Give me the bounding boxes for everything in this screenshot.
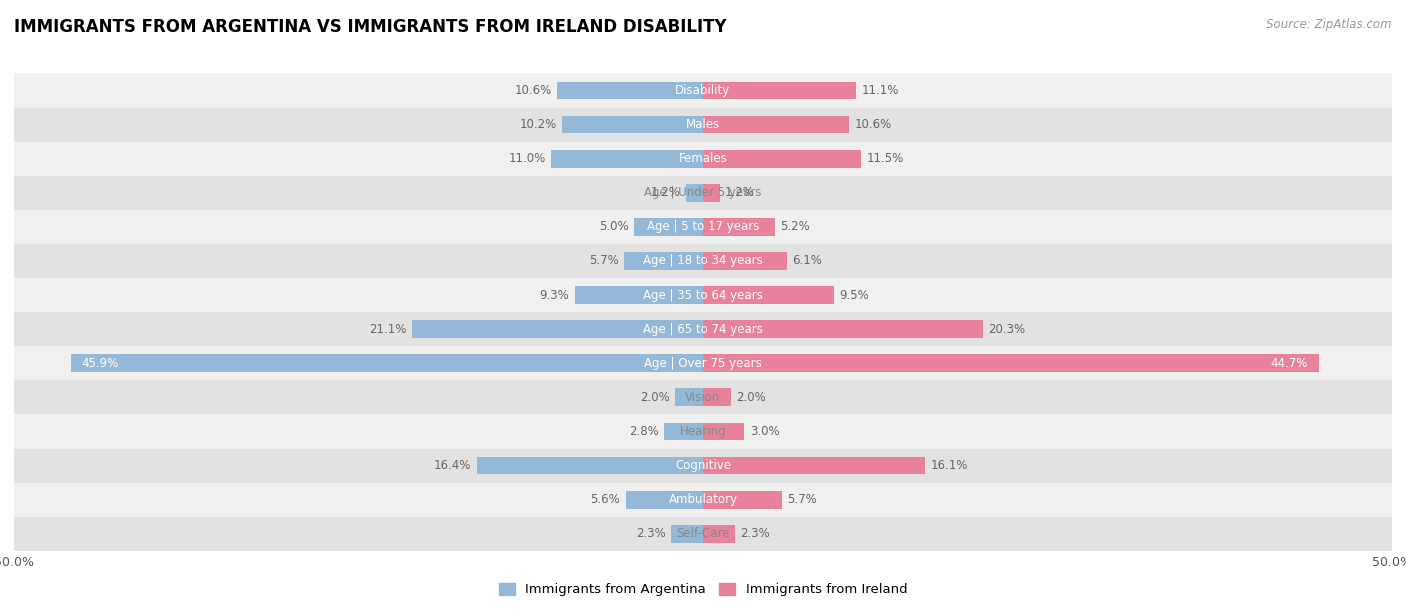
Bar — [686, 184, 703, 201]
Text: 5.7%: 5.7% — [787, 493, 817, 506]
Text: Age | 18 to 34 years: Age | 18 to 34 years — [643, 255, 763, 267]
Bar — [703, 525, 735, 543]
Bar — [412, 320, 703, 338]
Bar — [703, 184, 720, 201]
Bar — [562, 116, 703, 133]
Bar — [14, 346, 1392, 380]
Text: 1.2%: 1.2% — [651, 186, 681, 200]
Bar — [477, 457, 703, 474]
Text: 2.3%: 2.3% — [740, 528, 770, 540]
Text: 16.1%: 16.1% — [931, 459, 967, 472]
Bar — [703, 457, 925, 474]
Text: 9.3%: 9.3% — [540, 289, 569, 302]
Text: 5.7%: 5.7% — [589, 255, 619, 267]
Text: 10.6%: 10.6% — [515, 84, 551, 97]
Text: Age | Over 75 years: Age | Over 75 years — [644, 357, 762, 370]
Text: Age | Under 5 years: Age | Under 5 years — [644, 186, 762, 200]
Text: 3.0%: 3.0% — [749, 425, 779, 438]
Bar — [703, 320, 983, 338]
Text: Age | 65 to 74 years: Age | 65 to 74 years — [643, 323, 763, 335]
Bar — [703, 491, 782, 509]
Bar — [634, 218, 703, 236]
Text: Disability: Disability — [675, 84, 731, 97]
Text: 2.0%: 2.0% — [737, 391, 766, 404]
Text: 5.2%: 5.2% — [780, 220, 810, 233]
Bar — [557, 81, 703, 99]
Legend: Immigrants from Argentina, Immigrants from Ireland: Immigrants from Argentina, Immigrants fr… — [494, 578, 912, 602]
Bar — [14, 244, 1392, 278]
Bar — [70, 354, 703, 372]
Text: 11.5%: 11.5% — [868, 152, 904, 165]
Text: 10.6%: 10.6% — [855, 118, 891, 131]
Text: 5.0%: 5.0% — [599, 220, 628, 233]
Bar — [14, 380, 1392, 414]
Bar — [14, 210, 1392, 244]
Text: Males: Males — [686, 118, 720, 131]
Text: 9.5%: 9.5% — [839, 289, 869, 302]
Text: 16.4%: 16.4% — [434, 459, 471, 472]
Text: 2.3%: 2.3% — [636, 528, 666, 540]
Text: Age | 5 to 17 years: Age | 5 to 17 years — [647, 220, 759, 233]
Text: Age | 35 to 64 years: Age | 35 to 64 years — [643, 289, 763, 302]
Bar — [14, 108, 1392, 141]
Bar — [703, 286, 834, 304]
Text: Source: ZipAtlas.com: Source: ZipAtlas.com — [1267, 18, 1392, 31]
Text: Self-Care: Self-Care — [676, 528, 730, 540]
Bar — [14, 176, 1392, 210]
Bar — [14, 517, 1392, 551]
Text: 11.1%: 11.1% — [862, 84, 898, 97]
Text: 20.3%: 20.3% — [988, 323, 1025, 335]
Bar — [551, 150, 703, 168]
Bar — [14, 141, 1392, 176]
Text: 21.1%: 21.1% — [370, 323, 406, 335]
Text: 10.2%: 10.2% — [520, 118, 557, 131]
Bar — [665, 423, 703, 440]
Text: 6.1%: 6.1% — [793, 255, 823, 267]
Bar — [14, 278, 1392, 312]
Text: 5.6%: 5.6% — [591, 493, 620, 506]
Bar — [675, 389, 703, 406]
Text: Cognitive: Cognitive — [675, 459, 731, 472]
Text: 2.0%: 2.0% — [640, 391, 669, 404]
Text: Hearing: Hearing — [679, 425, 727, 438]
Bar — [703, 218, 775, 236]
Bar — [14, 449, 1392, 483]
Bar — [624, 252, 703, 270]
Bar — [703, 423, 744, 440]
Text: Females: Females — [679, 152, 727, 165]
Bar — [671, 525, 703, 543]
Text: 11.0%: 11.0% — [509, 152, 546, 165]
Text: Vision: Vision — [685, 391, 721, 404]
Bar — [14, 414, 1392, 449]
Bar — [703, 252, 787, 270]
Bar — [14, 73, 1392, 108]
Bar — [703, 389, 731, 406]
Text: IMMIGRANTS FROM ARGENTINA VS IMMIGRANTS FROM IRELAND DISABILITY: IMMIGRANTS FROM ARGENTINA VS IMMIGRANTS … — [14, 18, 727, 36]
Bar — [703, 116, 849, 133]
Text: 1.2%: 1.2% — [725, 186, 755, 200]
Bar — [703, 150, 862, 168]
Text: Ambulatory: Ambulatory — [668, 493, 738, 506]
Text: 44.7%: 44.7% — [1271, 357, 1308, 370]
Bar — [14, 312, 1392, 346]
Text: 2.8%: 2.8% — [628, 425, 659, 438]
Bar — [14, 483, 1392, 517]
Bar — [703, 354, 1319, 372]
Bar — [575, 286, 703, 304]
Bar — [703, 81, 856, 99]
Text: 45.9%: 45.9% — [82, 357, 120, 370]
Bar — [626, 491, 703, 509]
